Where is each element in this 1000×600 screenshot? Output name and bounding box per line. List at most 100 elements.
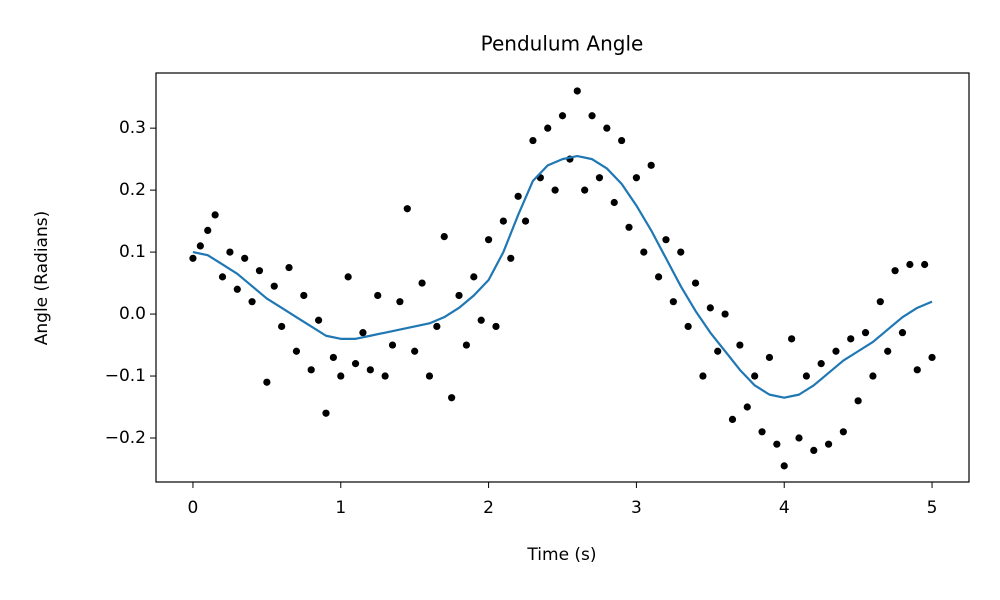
scatter-point [810,446,818,454]
scatter-point [374,291,382,300]
scatter-point [906,260,914,269]
scatter-point [677,248,685,256]
scatter-point [440,233,448,241]
scatter-point [218,273,227,281]
scatter-point [869,372,877,380]
scatter-point [558,112,567,120]
scatter-point [706,304,714,312]
scatter-point [603,124,611,132]
scatter-point [315,316,323,324]
scatter-point [640,248,648,256]
scatter-point [876,298,884,306]
x-tick-label: 2 [483,498,494,518]
scatter-point [233,285,241,293]
scatter-point [396,298,404,306]
scatter-point [499,217,507,225]
scatter-point [470,273,478,281]
scatter-point [721,310,729,318]
x-tick-label: 5 [927,498,938,518]
scatter-point [403,205,411,213]
scatter-point [891,267,899,275]
scatter-point [654,273,663,281]
scatter-point [898,329,907,337]
scatter-point [226,248,234,256]
scatter-point [832,347,840,355]
scatter-point [477,316,485,324]
scatter-point [595,174,604,182]
plot-frame [155,72,970,483]
scatter-point [773,440,781,448]
scatter-point [610,198,618,207]
scatter-point [802,372,811,380]
scatter-point [189,254,197,262]
scatter-point [263,378,271,386]
scatter-point [573,87,581,95]
x-tick-label: 1 [335,498,346,518]
scatter-point [278,322,286,331]
y-tick-label: −0.1 [105,366,146,386]
scatter-point [728,415,737,424]
scatter-point [736,341,744,349]
scatter-point [625,223,633,231]
scatter-point [618,136,626,145]
scatter-point [529,136,537,145]
y-tick-label: 0.3 [119,118,146,138]
scatter-point [255,267,264,275]
scatter-point [581,186,589,194]
scatter-point [765,353,774,362]
y-tick-label: 0.2 [119,180,146,200]
scatter-point [824,440,833,448]
scatter-point [521,217,530,225]
y-tick-label: 0.0 [119,304,146,324]
scatter-point [632,174,641,182]
y-axis-label: Angle (Radians) [32,211,52,345]
scatter-point [411,347,419,355]
scatter-point [448,394,456,402]
scatter-point [196,242,204,250]
scatter-point [817,360,825,368]
scatter-point [322,409,330,417]
scatter-point [388,341,397,349]
line [192,154,933,399]
y-tick-label: −0.2 [105,428,146,448]
scatter-point [662,236,670,244]
scatter-point [795,434,803,442]
scatter-point [684,322,692,331]
scatter-point [433,322,441,331]
scatter-point [647,161,655,169]
scatter-point [484,236,493,244]
y-tick-label: 0.1 [119,242,146,262]
scatter-point [425,372,434,380]
scatter-point [544,124,552,132]
scatter-point [751,372,759,380]
scatter-point [337,372,345,380]
scatter-point [307,366,315,374]
scatter-point [344,273,352,281]
scatter-point [270,282,278,290]
scatter-point [588,112,596,120]
scatter-point [913,366,921,374]
scatter-point [743,403,751,411]
scatter-point [514,192,522,200]
scatter-point [248,298,256,306]
scatter-point [861,329,870,337]
scatter-point [780,462,788,470]
scatter-point [758,428,766,436]
scatter-point [699,372,707,380]
scatter-point [691,279,700,287]
scatter-point [418,279,426,287]
scatter-point [921,260,929,269]
scatter-point [788,335,796,343]
scatter-point [455,291,463,300]
scatter-point [359,329,367,337]
scatter-point [714,347,722,355]
scatter-point [285,263,293,272]
scatter-point [381,372,389,380]
scatter-point [300,291,308,300]
chart-title: Pendulum Angle [481,32,644,56]
scatter-point [366,366,374,374]
scatter-point [241,254,249,262]
x-axis-label: Time (s) [526,545,596,565]
